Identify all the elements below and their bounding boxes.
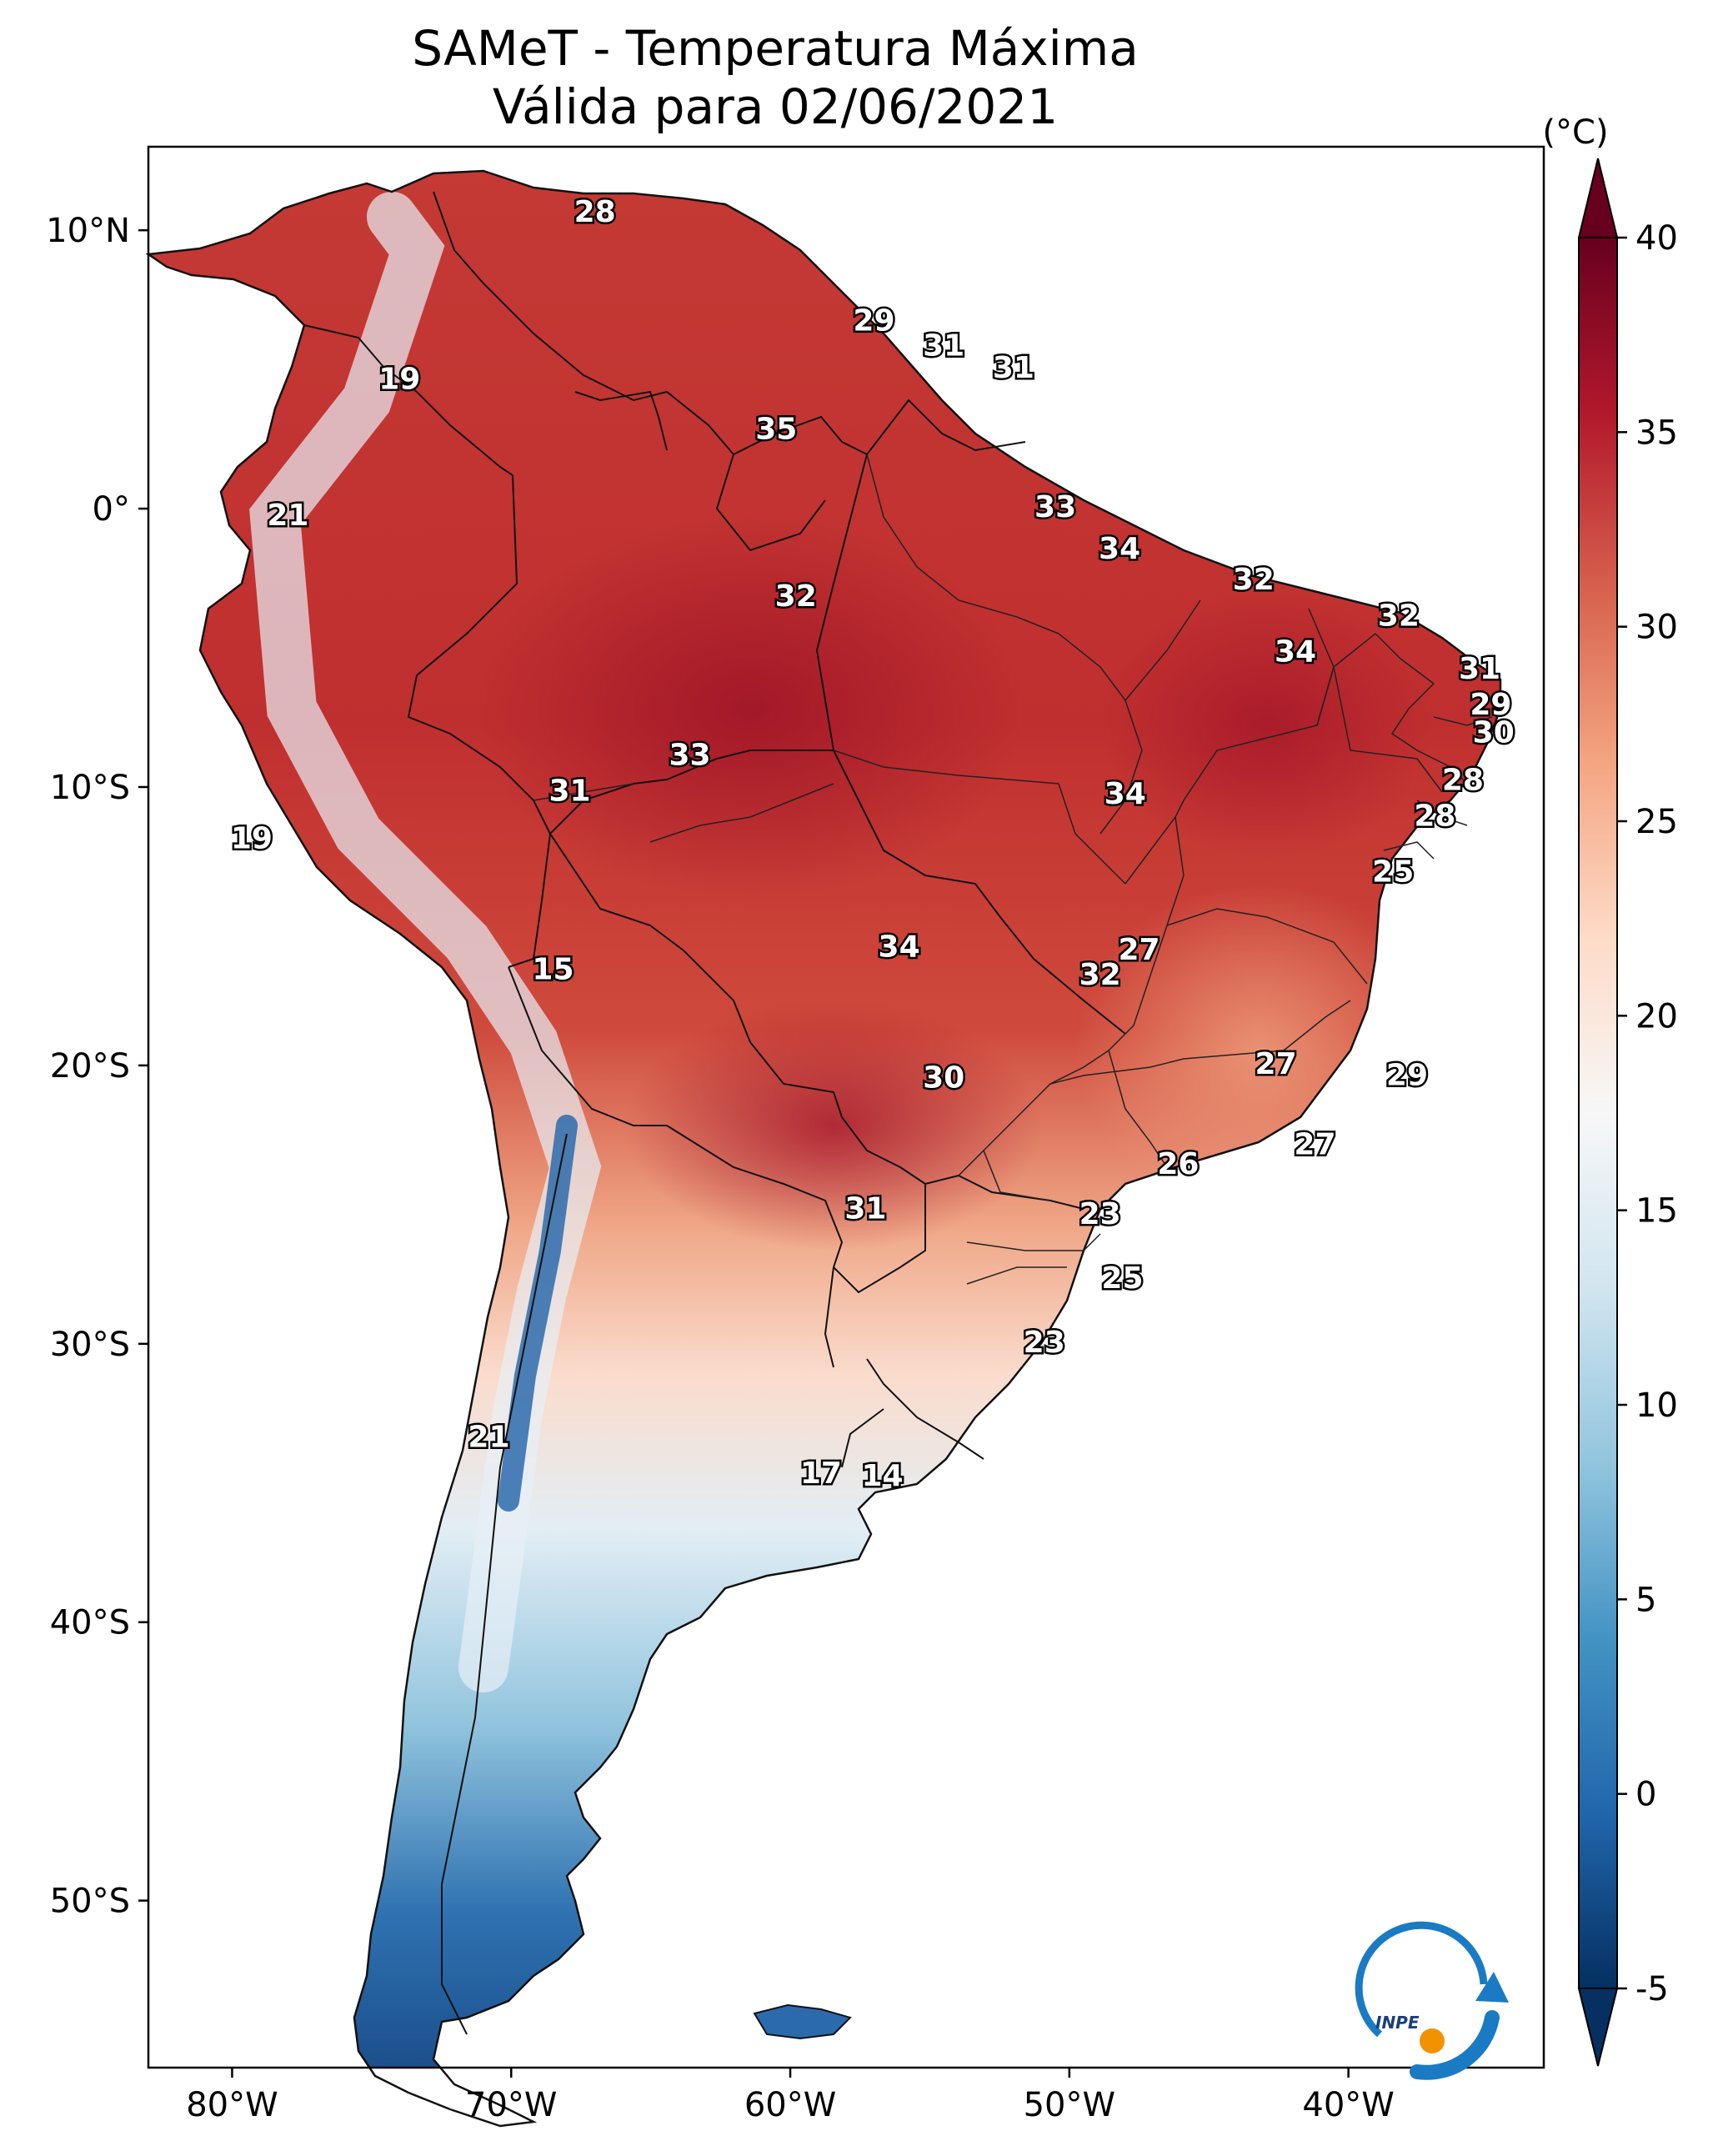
temperature-label: 31 bbox=[1459, 652, 1500, 686]
temperature-label: 28 bbox=[1414, 800, 1455, 834]
state-borders bbox=[533, 454, 1493, 1285]
temperature-label: 33 bbox=[1034, 490, 1076, 524]
map-frame bbox=[147, 145, 1545, 2069]
colorbar-tick-label: -5 bbox=[1635, 1970, 1669, 2008]
temperature-label: 25 bbox=[1101, 1261, 1143, 1296]
temperature-label: 31 bbox=[993, 351, 1034, 385]
y-tick-label: 30°S bbox=[50, 1326, 130, 1364]
temperature-label: 21 bbox=[468, 1420, 509, 1454]
temperature-label: 23 bbox=[1079, 1197, 1121, 1231]
x-tick-label: 70°W bbox=[465, 2086, 557, 2124]
temperature-label: 34 bbox=[1099, 532, 1140, 566]
temperature-label: 34 bbox=[1275, 635, 1316, 669]
colorbar-tick-label: 0 bbox=[1635, 1776, 1656, 1814]
temperature-label: 25 bbox=[1372, 855, 1414, 890]
y-tick-label: 20°S bbox=[50, 1047, 130, 1086]
temperature-label: 27 bbox=[1255, 1047, 1297, 1081]
temperature-label: 29 bbox=[1470, 688, 1511, 722]
temperature-label: 29 bbox=[1386, 1058, 1428, 1092]
map-title-line1: SAMeT - Temperatura Máxima bbox=[412, 20, 1139, 77]
colorbar-top-arrow bbox=[1577, 158, 1619, 238]
falkland-islands bbox=[753, 2003, 852, 2040]
temperature-label: 21 bbox=[267, 499, 308, 533]
colorbar-ticks: 40 35 30 25 20 15 10 5 0 -5 bbox=[1617, 219, 1678, 2008]
temperature-label: 32 bbox=[775, 579, 817, 614]
temperature-label: 30 bbox=[1473, 716, 1515, 750]
temperature-label: 17 bbox=[800, 1457, 842, 1491]
temperature-label: 31 bbox=[844, 1192, 886, 1226]
colorbar-tick-label: 35 bbox=[1635, 414, 1678, 452]
temperature-label: 14 bbox=[861, 1459, 903, 1493]
colorbar-tick-label: 25 bbox=[1635, 803, 1678, 841]
colorbar-tick-label: 5 bbox=[1635, 1581, 1656, 1619]
colorbar-tick-label: 15 bbox=[1635, 1192, 1678, 1231]
y-tick-label: 40°S bbox=[50, 1604, 130, 1642]
x-tick-label: 60°W bbox=[744, 2086, 836, 2124]
temperature-label: 28 bbox=[1442, 763, 1484, 797]
inpe-logo-dot bbox=[1420, 2028, 1445, 2053]
temperature-label: 35 bbox=[755, 413, 797, 447]
map-title-line2: Válida para 02/06/2021 bbox=[493, 78, 1058, 135]
y-tick-label: 10°S bbox=[50, 769, 130, 807]
temperature-label: 34 bbox=[1104, 777, 1146, 811]
temperature-label: 32 bbox=[1079, 958, 1121, 992]
temperature-label: 32 bbox=[1378, 599, 1420, 633]
temperature-label: 23 bbox=[1024, 1326, 1065, 1360]
temperature-label: 33 bbox=[669, 738, 710, 772]
colorbar-tick-label: 20 bbox=[1635, 997, 1678, 1035]
colorbar: (°C) 40 35 30 25 20 15 10 5 0 -5 bbox=[1542, 113, 1678, 2067]
inpe-logo-text: INPE bbox=[1375, 2013, 1420, 2033]
colorbar-bottom-arrow bbox=[1577, 1988, 1619, 2067]
x-tick-label: 50°W bbox=[1024, 2086, 1115, 2124]
inpe-logo: INPE bbox=[1355, 1921, 1509, 2080]
x-tick-label: 80°W bbox=[186, 2086, 278, 2124]
temperature-label: 27 bbox=[1294, 1128, 1335, 1162]
temperature-label: 31 bbox=[548, 775, 590, 809]
temperature-label: 30 bbox=[923, 1061, 964, 1096]
y-axis-ticks: 10°N 0° 10°S 20°S 30°S 40°S 50°S bbox=[46, 212, 148, 1921]
y-tick-label: 10°N bbox=[46, 212, 130, 250]
temperature-label: 19 bbox=[231, 821, 273, 855]
temperature-label: 26 bbox=[1157, 1147, 1199, 1181]
temperature-label: 29 bbox=[853, 303, 894, 338]
colorbar-tick-label: 40 bbox=[1635, 219, 1678, 258]
colorbar-tick-label: 10 bbox=[1635, 1386, 1678, 1425]
temperature-label: 32 bbox=[1233, 563, 1275, 597]
y-tick-label: 0° bbox=[93, 490, 130, 529]
temperature-label: 19 bbox=[378, 362, 420, 396]
colorbar-gradient bbox=[1578, 237, 1618, 1989]
temperature-label: 31 bbox=[923, 328, 964, 363]
temperature-label: 15 bbox=[532, 952, 573, 986]
colorbar-tick-label: 30 bbox=[1635, 609, 1678, 647]
temperature-label: 28 bbox=[574, 195, 616, 229]
x-tick-label: 40°W bbox=[1302, 2086, 1394, 2124]
temperature-label: 27 bbox=[1118, 933, 1160, 967]
y-tick-label: 50°S bbox=[50, 1883, 130, 1921]
temperature-label: 34 bbox=[879, 930, 920, 965]
colorbar-unit-label: (°C) bbox=[1542, 113, 1608, 152]
country-borders bbox=[303, 191, 1126, 2035]
x-axis-ticks: 80°W 70°W 60°W 50°W 40°W bbox=[186, 2068, 1395, 2124]
